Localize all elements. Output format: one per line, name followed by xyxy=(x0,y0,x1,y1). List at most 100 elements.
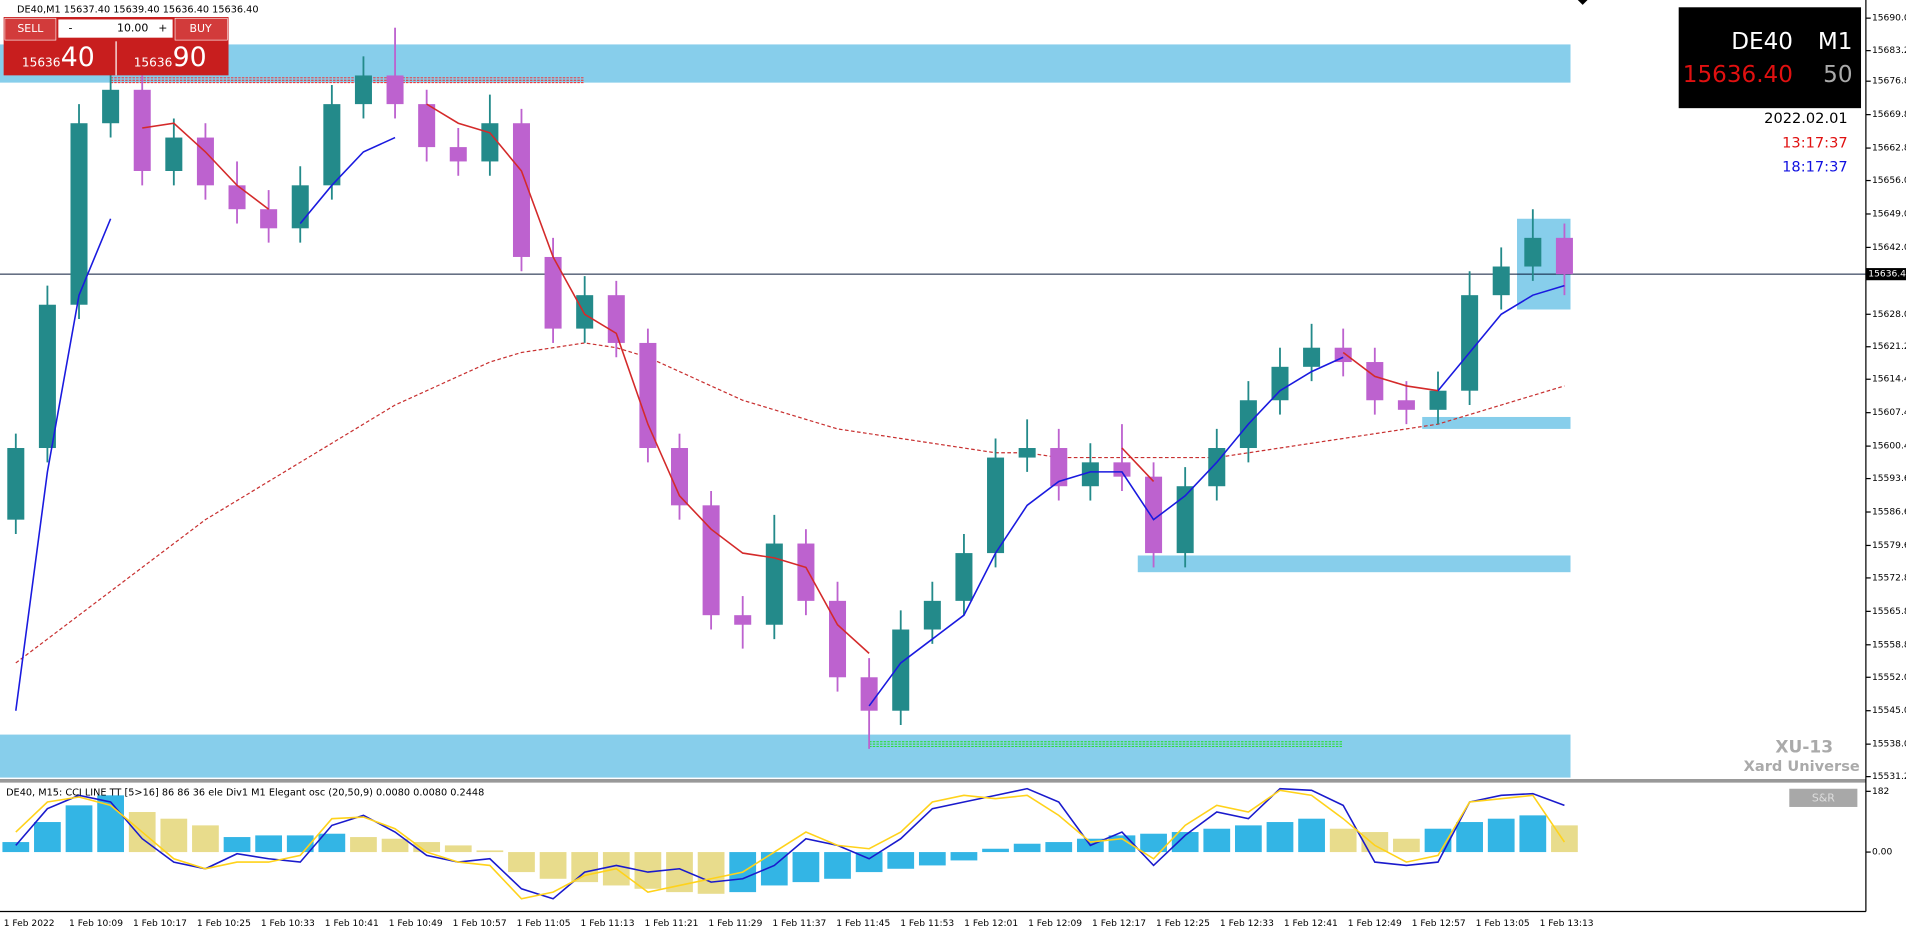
sr-button[interactable] xyxy=(1789,788,1858,807)
info-spread: 50 xyxy=(1823,62,1852,88)
y-tick-label: 15586.60 xyxy=(1872,508,1906,518)
y-tick-label: 15656.00 xyxy=(1872,176,1906,186)
info-symbol: DE40 xyxy=(1731,29,1793,55)
candle-body xyxy=(860,677,878,711)
candle-body xyxy=(955,553,973,601)
ma-line xyxy=(15,136,1565,711)
hist-bar xyxy=(697,852,725,894)
osc-line xyxy=(15,789,1566,900)
y-tick-label: 15669.80 xyxy=(1872,110,1906,120)
hist-bar xyxy=(918,852,946,866)
x-tick-label: 1 Feb 10:49 xyxy=(389,919,443,929)
hist-bar xyxy=(982,848,1009,853)
candle-body xyxy=(481,123,499,162)
candle-body xyxy=(1113,462,1131,477)
y-tick-label: 15552.00 xyxy=(1872,673,1906,683)
y-tick-label: 15642.00 xyxy=(1872,243,1906,253)
lot-plus[interactable]: + xyxy=(158,22,167,35)
y-tick-label: 15545.00 xyxy=(1872,706,1906,716)
candle-body xyxy=(576,295,594,329)
candle-body xyxy=(1145,476,1163,554)
sr-label[interactable]: S&R xyxy=(1812,791,1835,804)
y-tick-label: 15676.80 xyxy=(1872,77,1906,87)
candle-body xyxy=(765,543,783,625)
y-tick-label: 15690.00 xyxy=(1872,14,1906,24)
hist-bar xyxy=(65,805,93,853)
current-price-label: 15636.40 xyxy=(1868,270,1906,280)
hist-bar xyxy=(1045,842,1073,853)
x-tick-label: 1 Feb 12:57 xyxy=(1412,919,1466,929)
lot-value[interactable]: 10.00 xyxy=(117,22,148,35)
hist-bar xyxy=(1266,822,1294,853)
buy-button[interactable] xyxy=(174,17,228,41)
hist-bar xyxy=(160,818,188,853)
hist-bar xyxy=(192,825,219,853)
candle-body xyxy=(987,457,1005,554)
x-tick-label: 1 Feb 13:13 xyxy=(1540,919,1594,929)
hist-bar xyxy=(1361,832,1389,853)
sell-label[interactable]: SELL xyxy=(17,22,44,35)
info-box: DE40 M1 15636.40 50 2022.02.01 13:17:37 … xyxy=(1678,7,1862,176)
sell-button[interactable] xyxy=(4,17,57,41)
candle-body xyxy=(1397,400,1415,410)
hist-bar xyxy=(1519,815,1547,853)
candle-body xyxy=(1018,448,1036,458)
y-tick-label: 15628.00 xyxy=(1872,310,1906,320)
x-tick-label: 1 Feb 11:29 xyxy=(708,919,762,929)
hist-bar xyxy=(950,852,978,861)
hist-bar xyxy=(1235,825,1262,853)
hist-bar xyxy=(1456,822,1483,853)
hist-bar xyxy=(255,835,283,853)
y-tick-label: 15565.80 xyxy=(1872,607,1906,617)
candle-body xyxy=(1176,486,1194,554)
x-tick-label: 1 Feb 12:01 xyxy=(964,919,1018,929)
y-tick-label: 0.00 xyxy=(1872,848,1892,858)
zone xyxy=(0,734,1571,778)
candle-body xyxy=(1050,448,1068,487)
candle-body xyxy=(228,185,246,210)
zone xyxy=(1137,555,1571,573)
candle-body xyxy=(102,89,120,124)
lot-minus[interactable]: - xyxy=(69,22,73,35)
candle-body xyxy=(1524,237,1542,267)
candle-body xyxy=(1555,237,1573,275)
candle-body xyxy=(449,147,467,162)
candle-body xyxy=(70,123,88,305)
hist-bar xyxy=(1140,833,1167,853)
y-tick-label: 15538.00 xyxy=(1872,740,1906,750)
candle-body xyxy=(1208,448,1226,487)
watermark-line1: XU-13 xyxy=(1775,737,1833,757)
hist-bar xyxy=(887,852,915,869)
info-period: M1 xyxy=(1818,29,1853,55)
candle-body xyxy=(544,256,562,329)
x-tick-label: 1 Feb 11:53 xyxy=(900,919,954,929)
hist-bar xyxy=(381,838,409,853)
candle-body xyxy=(512,123,530,257)
x-tick-label: 1 Feb 12:09 xyxy=(1028,919,1082,929)
candle-body xyxy=(260,209,278,229)
y-tick-label: 15579.60 xyxy=(1872,541,1906,551)
hist-bar xyxy=(97,795,124,853)
hist-bar xyxy=(571,852,599,883)
y-tick-label: 15572.80 xyxy=(1872,573,1906,583)
candle-body xyxy=(196,137,214,186)
price-chart: 15690.00 15683.20 15676.80 15669.80 15662.80… xyxy=(0,14,1906,782)
x-tick-label: 1 Feb 10:09 xyxy=(69,919,123,929)
hist-bar xyxy=(34,822,61,853)
x-tick-label: 1 Feb 13:05 xyxy=(1476,919,1530,929)
candle-body xyxy=(38,304,56,449)
candle-body xyxy=(323,104,341,186)
osc-line xyxy=(15,787,1565,900)
lot-field[interactable] xyxy=(58,19,173,38)
ma-line xyxy=(15,342,1565,664)
candle-body xyxy=(354,75,372,105)
info-time-local: 13:17:37 xyxy=(1782,134,1847,151)
candle-body xyxy=(734,615,752,625)
y-tick-label: 15621.20 xyxy=(1872,342,1906,352)
osc-title: DE40, M15: CCI LINE TT [5>16] 86 86 36 e… xyxy=(6,787,484,798)
buy-label[interactable]: BUY xyxy=(189,22,211,35)
candle-body xyxy=(1303,347,1321,367)
candle-body xyxy=(829,600,847,678)
x-tick-label: 1 Feb 11:45 xyxy=(836,919,890,929)
